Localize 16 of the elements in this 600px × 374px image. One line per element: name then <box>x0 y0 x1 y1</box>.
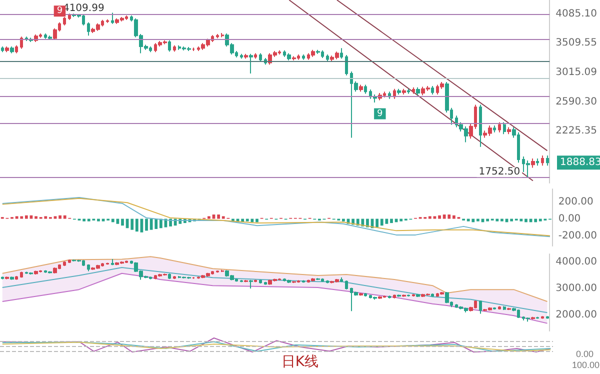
y-tick-label: 2225.35 <box>556 126 598 137</box>
text: 100.00 <box>572 360 600 370</box>
annotation: 1752.50 <box>478 166 520 178</box>
y-tick-label: 3015.09 <box>556 66 598 78</box>
y-tick-label: 200.00 <box>558 196 594 208</box>
y-tick-label: -200.00 <box>558 230 598 242</box>
y-tick-label: 0.00 <box>558 213 581 224</box>
y-tick-label: 2000.00 <box>556 310 598 321</box>
annotation: 9 <box>377 108 384 119</box>
annotation: 9 <box>56 6 63 16</box>
text: 日K线 <box>281 354 319 370</box>
y-tick-label: 4000.00 <box>556 256 598 268</box>
y-tick-label: 3509.55 <box>556 38 598 49</box>
y-tick-label: 2590.30 <box>556 96 598 108</box>
y-tick-label: 4085.10 <box>556 8 598 20</box>
y-tick-label: 3000.00 <box>556 283 598 294</box>
